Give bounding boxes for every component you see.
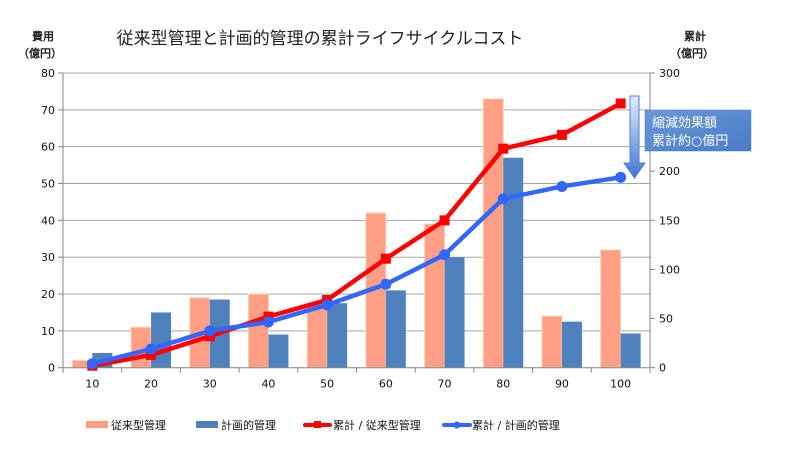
y-tick-label: 50	[41, 178, 55, 191]
marker-cumulative-planned	[86, 358, 98, 370]
legend-item-cumulative-conventional: 累計 / 従来型管理	[303, 418, 421, 432]
marker-cumulative-conventional	[146, 349, 157, 360]
legend-swatch-planned	[196, 421, 218, 428]
x-tick-label: 50	[320, 378, 334, 391]
legend: 従来型管理 計画的管理 累計 / 従来型管理 累計 / 計画的管理	[86, 418, 560, 432]
line-cumulative-planned	[91, 175, 621, 366]
bar-conventional	[424, 223, 446, 369]
legend-item-cumulative-planned: 累計 / 計画的管理	[442, 418, 560, 432]
bar-conventional	[247, 293, 269, 369]
marker-cumulative-planned	[615, 171, 627, 183]
x-tick-label: 90	[555, 378, 569, 391]
bar-conventional	[306, 304, 328, 369]
y-axis-unit: （億円）	[18, 46, 62, 60]
lines	[86, 98, 627, 371]
y-tick-labels: 0 10 20 30 40 50 60 70 80	[41, 67, 55, 375]
reduction-annotation: 縮減効果額 累計約○億円	[623, 95, 752, 179]
annotation-line-2: 累計約○億円	[652, 133, 728, 149]
legend-label-planned: 計画的管理	[221, 418, 276, 432]
chart-title: 従来型管理と計画的管理の累計ライフサイクルコスト	[117, 29, 524, 49]
y-tick-label: 70	[41, 104, 55, 117]
y-tick-label: 20	[41, 288, 55, 301]
y2-tick-label: 200	[659, 165, 680, 178]
legend-label-conventional: 従来型管理	[111, 418, 166, 432]
marker-cumulative-planned	[556, 180, 568, 192]
x-tick-label: 70	[438, 378, 452, 391]
marker-cumulative-conventional	[439, 215, 450, 226]
x-tick-labels: 10 20 30 40 50 60 70 80 90 100	[85, 378, 631, 391]
marker-cumulative-conventional	[498, 143, 509, 154]
marker-cumulative-planned	[321, 299, 333, 311]
y-tick-label: 30	[41, 251, 55, 264]
x-tick-label: 40	[261, 378, 275, 391]
bar-planned	[327, 303, 348, 368]
marker-cumulative-planned	[145, 343, 157, 355]
y2-tick-label: 50	[659, 313, 673, 326]
x-tick-label: 80	[496, 378, 510, 391]
y-axis-title: 費用	[31, 29, 54, 43]
annotation-box	[644, 109, 752, 152]
gridlines	[63, 72, 650, 332]
legend-swatch-conventional	[86, 421, 108, 428]
y2-tick-label: 300	[659, 67, 680, 80]
bars	[71, 98, 641, 369]
bar-planned	[385, 290, 406, 368]
x-tick-label: 30	[203, 378, 217, 391]
y-tick-label: 0	[48, 362, 55, 375]
legend-label-cumulative-conventional: 累計 / 従来型管理	[333, 418, 421, 432]
x-tick-label: 20	[144, 378, 158, 391]
y-tick-label: 60	[41, 141, 55, 154]
bar-planned	[444, 257, 465, 368]
x-tick-label: 100	[610, 378, 631, 391]
legend-label-cumulative-planned: 累計 / 計画的管理	[472, 418, 560, 432]
bar-planned	[503, 157, 524, 368]
y2-tick-label: 0	[659, 362, 666, 375]
marker-cumulative-planned	[380, 278, 392, 290]
x-tick-label: 10	[85, 378, 99, 391]
marker-cumulative-conventional	[615, 98, 626, 109]
line-cumulative-conventional	[91, 101, 622, 368]
bar-conventional	[541, 315, 563, 369]
marker-cumulative-planned	[204, 325, 216, 337]
legend-marker-square	[314, 421, 321, 428]
legend-item-conventional: 従来型管理	[86, 418, 166, 432]
y-tick-label: 40	[41, 214, 55, 227]
x-tick-label: 60	[379, 378, 393, 391]
bar-planned	[620, 333, 641, 368]
marker-cumulative-conventional	[380, 253, 391, 264]
bar-planned	[268, 334, 289, 368]
y-tick-label: 80	[41, 67, 55, 80]
y2-axis-title: 累計	[684, 29, 706, 43]
bar-conventional	[600, 249, 622, 369]
legend-marker-circle	[453, 421, 461, 429]
y2-tick-label: 100	[659, 263, 680, 276]
annotation-line-1: 縮減効果額	[652, 115, 717, 131]
marker-cumulative-planned	[439, 249, 451, 261]
down-arrow-icon	[623, 95, 646, 179]
marker-cumulative-planned	[497, 193, 509, 205]
bar-conventional	[482, 98, 504, 369]
marker-cumulative-conventional	[556, 129, 567, 140]
y-tick-label: 10	[41, 325, 55, 338]
y2-axis-unit: （億円）	[670, 46, 714, 60]
bar-planned	[561, 321, 582, 368]
y2-tick-label: 150	[659, 214, 680, 227]
marker-cumulative-planned	[262, 316, 274, 328]
legend-item-planned: 計画的管理	[196, 418, 276, 432]
